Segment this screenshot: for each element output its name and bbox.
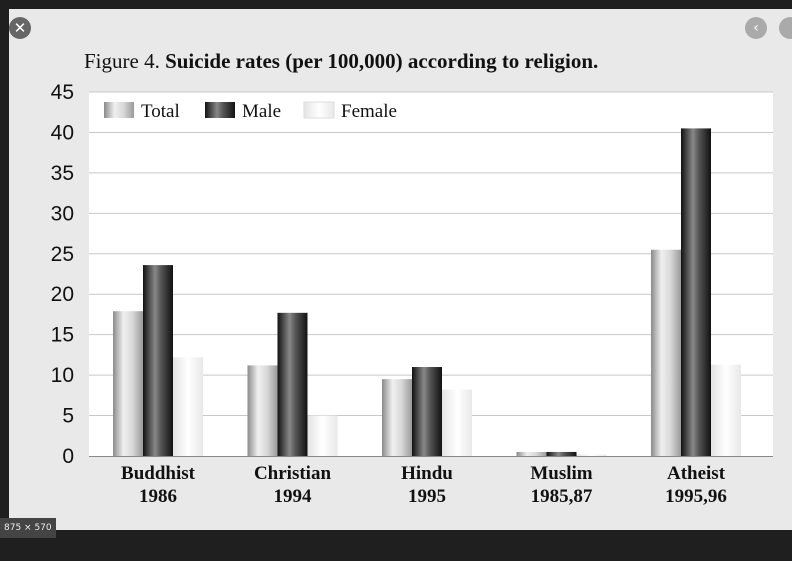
bar-male bbox=[546, 451, 577, 456]
bar-total bbox=[516, 451, 547, 456]
y-tick-label: 10 bbox=[51, 364, 74, 387]
legend-swatch-total bbox=[104, 102, 134, 118]
top-bar bbox=[0, 0, 792, 9]
legend-swatch-female bbox=[303, 101, 335, 119]
y-tick-label: 30 bbox=[51, 202, 74, 225]
y-tick-label: 40 bbox=[51, 121, 74, 144]
image-size-badge: 875 × 570 bbox=[0, 518, 56, 538]
y-tick-label: 0 bbox=[62, 445, 74, 468]
bar-female bbox=[173, 357, 203, 456]
x-tick-label: 1985,87 bbox=[531, 486, 593, 507]
bar-female bbox=[576, 454, 607, 456]
bar-total bbox=[113, 311, 143, 456]
x-tick-label: Muslim bbox=[530, 463, 592, 484]
previous-image-button[interactable]: ‹ bbox=[745, 17, 767, 39]
x-tick-label: 1986 bbox=[139, 486, 177, 507]
y-tick-label: 5 bbox=[62, 405, 74, 428]
legend-label-female: Female bbox=[341, 101, 397, 122]
bar-female bbox=[307, 415, 338, 456]
bar-male bbox=[412, 367, 442, 456]
x-tick-label: Hindu bbox=[401, 463, 453, 484]
bar-total bbox=[382, 379, 412, 456]
bottom-bar bbox=[0, 538, 792, 561]
y-tick-label: 25 bbox=[51, 243, 74, 266]
x-tick-label: 1995 bbox=[408, 486, 446, 507]
bars bbox=[113, 128, 741, 456]
close-button[interactable]: ✕ bbox=[9, 17, 31, 39]
chart-title: Figure 4. Suicide rates (per 100,000) ac… bbox=[84, 49, 598, 73]
legend: Total Male Female bbox=[104, 101, 397, 122]
y-axis-ticks: 0 5 10 15 20 25 30 35 40 45 bbox=[51, 81, 74, 468]
y-tick-label: 15 bbox=[51, 324, 74, 347]
legend-label-male: Male bbox=[242, 101, 281, 122]
x-tick-label: Christian bbox=[254, 463, 332, 484]
legend-label-total: Total bbox=[141, 101, 180, 122]
next-image-button[interactable] bbox=[779, 17, 792, 39]
x-tick-label: Buddhist bbox=[121, 463, 196, 484]
bar-female bbox=[442, 389, 472, 456]
bar-total bbox=[247, 365, 278, 456]
bar-male bbox=[277, 312, 308, 456]
y-tick-label: 35 bbox=[51, 162, 74, 185]
y-tick-label: 20 bbox=[51, 283, 74, 306]
bar-total bbox=[651, 249, 681, 456]
y-tick-label: 45 bbox=[51, 81, 74, 104]
x-tick-label: 1994 bbox=[274, 486, 313, 507]
bar-male bbox=[681, 128, 711, 456]
legend-swatch-male bbox=[205, 102, 235, 118]
x-tick-label: 1995,96 bbox=[665, 486, 727, 507]
bar-female bbox=[711, 364, 741, 456]
bar-male bbox=[143, 265, 173, 456]
x-tick-label: Atheist bbox=[667, 463, 726, 484]
